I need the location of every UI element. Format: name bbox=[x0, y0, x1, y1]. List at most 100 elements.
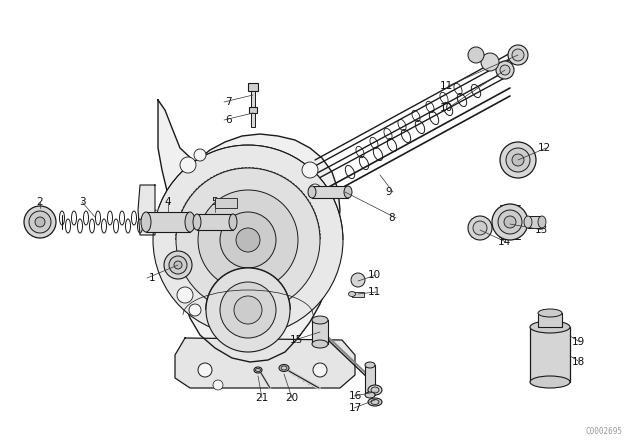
Text: C0002695: C0002695 bbox=[585, 427, 622, 436]
Bar bbox=[538, 313, 562, 327]
Bar bbox=[352, 292, 364, 297]
Circle shape bbox=[24, 206, 56, 238]
Circle shape bbox=[512, 154, 524, 166]
Circle shape bbox=[180, 157, 196, 173]
Text: 15: 15 bbox=[290, 335, 303, 345]
Text: 16: 16 bbox=[349, 391, 362, 401]
Bar bbox=[312, 320, 328, 344]
Bar bbox=[251, 91, 255, 109]
Circle shape bbox=[198, 363, 212, 377]
Bar bbox=[197, 214, 233, 230]
Circle shape bbox=[174, 261, 182, 269]
Text: 11: 11 bbox=[440, 81, 453, 91]
Ellipse shape bbox=[255, 369, 260, 371]
Text: 1: 1 bbox=[148, 273, 155, 283]
Bar bbox=[530, 327, 570, 382]
Text: 6: 6 bbox=[225, 115, 232, 125]
Ellipse shape bbox=[538, 216, 546, 228]
Circle shape bbox=[176, 168, 320, 312]
Text: 9: 9 bbox=[385, 187, 392, 197]
Circle shape bbox=[169, 256, 187, 274]
Ellipse shape bbox=[365, 392, 375, 398]
Text: 20: 20 bbox=[285, 393, 299, 403]
Ellipse shape bbox=[344, 186, 352, 198]
Circle shape bbox=[177, 287, 193, 303]
Circle shape bbox=[194, 149, 206, 161]
Polygon shape bbox=[175, 338, 355, 388]
Text: 11: 11 bbox=[368, 287, 381, 297]
Text: 7: 7 bbox=[225, 97, 232, 107]
Circle shape bbox=[500, 65, 510, 75]
Circle shape bbox=[481, 53, 499, 71]
Circle shape bbox=[309, 184, 321, 196]
Circle shape bbox=[35, 217, 45, 227]
Circle shape bbox=[29, 211, 51, 233]
Ellipse shape bbox=[312, 340, 328, 348]
Circle shape bbox=[506, 148, 530, 172]
Ellipse shape bbox=[312, 316, 328, 324]
Text: 8: 8 bbox=[388, 213, 395, 223]
Ellipse shape bbox=[229, 214, 237, 230]
Circle shape bbox=[468, 47, 484, 63]
Text: 3: 3 bbox=[79, 197, 85, 207]
Circle shape bbox=[198, 190, 298, 290]
Bar bbox=[528, 216, 542, 228]
Bar bbox=[251, 113, 255, 127]
Circle shape bbox=[512, 49, 524, 61]
Bar bbox=[365, 365, 375, 395]
Circle shape bbox=[508, 45, 528, 65]
Text: 2: 2 bbox=[36, 197, 44, 207]
Text: 18: 18 bbox=[572, 357, 585, 367]
Bar bbox=[248, 83, 258, 91]
Text: 10: 10 bbox=[368, 270, 381, 280]
Text: 14: 14 bbox=[498, 237, 511, 247]
Ellipse shape bbox=[538, 309, 562, 317]
Circle shape bbox=[234, 296, 262, 324]
Bar bbox=[249, 107, 257, 113]
Ellipse shape bbox=[279, 365, 289, 371]
Circle shape bbox=[189, 304, 201, 316]
Ellipse shape bbox=[308, 186, 316, 198]
Text: 5: 5 bbox=[212, 197, 218, 207]
Circle shape bbox=[164, 251, 192, 279]
Circle shape bbox=[500, 142, 536, 178]
Text: 12: 12 bbox=[538, 143, 551, 153]
Circle shape bbox=[206, 268, 290, 352]
Ellipse shape bbox=[371, 387, 379, 393]
Ellipse shape bbox=[524, 216, 532, 228]
Circle shape bbox=[496, 61, 514, 79]
Ellipse shape bbox=[365, 362, 375, 368]
Bar bbox=[215, 198, 237, 208]
Circle shape bbox=[498, 210, 522, 234]
Circle shape bbox=[302, 162, 318, 178]
Ellipse shape bbox=[530, 376, 570, 388]
Ellipse shape bbox=[530, 321, 570, 333]
Ellipse shape bbox=[185, 212, 195, 232]
Polygon shape bbox=[158, 100, 340, 362]
Text: 4: 4 bbox=[164, 197, 172, 207]
Ellipse shape bbox=[281, 366, 287, 370]
Circle shape bbox=[220, 212, 276, 268]
Circle shape bbox=[492, 204, 528, 240]
Circle shape bbox=[313, 363, 327, 377]
Circle shape bbox=[213, 380, 223, 390]
Circle shape bbox=[473, 221, 487, 235]
Circle shape bbox=[468, 216, 492, 240]
Ellipse shape bbox=[371, 400, 379, 405]
Text: 13: 13 bbox=[535, 225, 548, 235]
Circle shape bbox=[351, 273, 365, 287]
Ellipse shape bbox=[141, 212, 151, 232]
Bar bbox=[146, 212, 190, 232]
Bar bbox=[312, 186, 348, 198]
Text: 19: 19 bbox=[572, 337, 585, 347]
Circle shape bbox=[220, 282, 276, 338]
Ellipse shape bbox=[349, 292, 355, 297]
Ellipse shape bbox=[368, 385, 382, 395]
Polygon shape bbox=[138, 185, 155, 235]
Circle shape bbox=[236, 228, 260, 252]
Circle shape bbox=[153, 145, 343, 335]
Ellipse shape bbox=[193, 214, 201, 230]
Text: 10: 10 bbox=[440, 103, 453, 113]
Ellipse shape bbox=[368, 398, 382, 406]
Ellipse shape bbox=[254, 367, 262, 373]
